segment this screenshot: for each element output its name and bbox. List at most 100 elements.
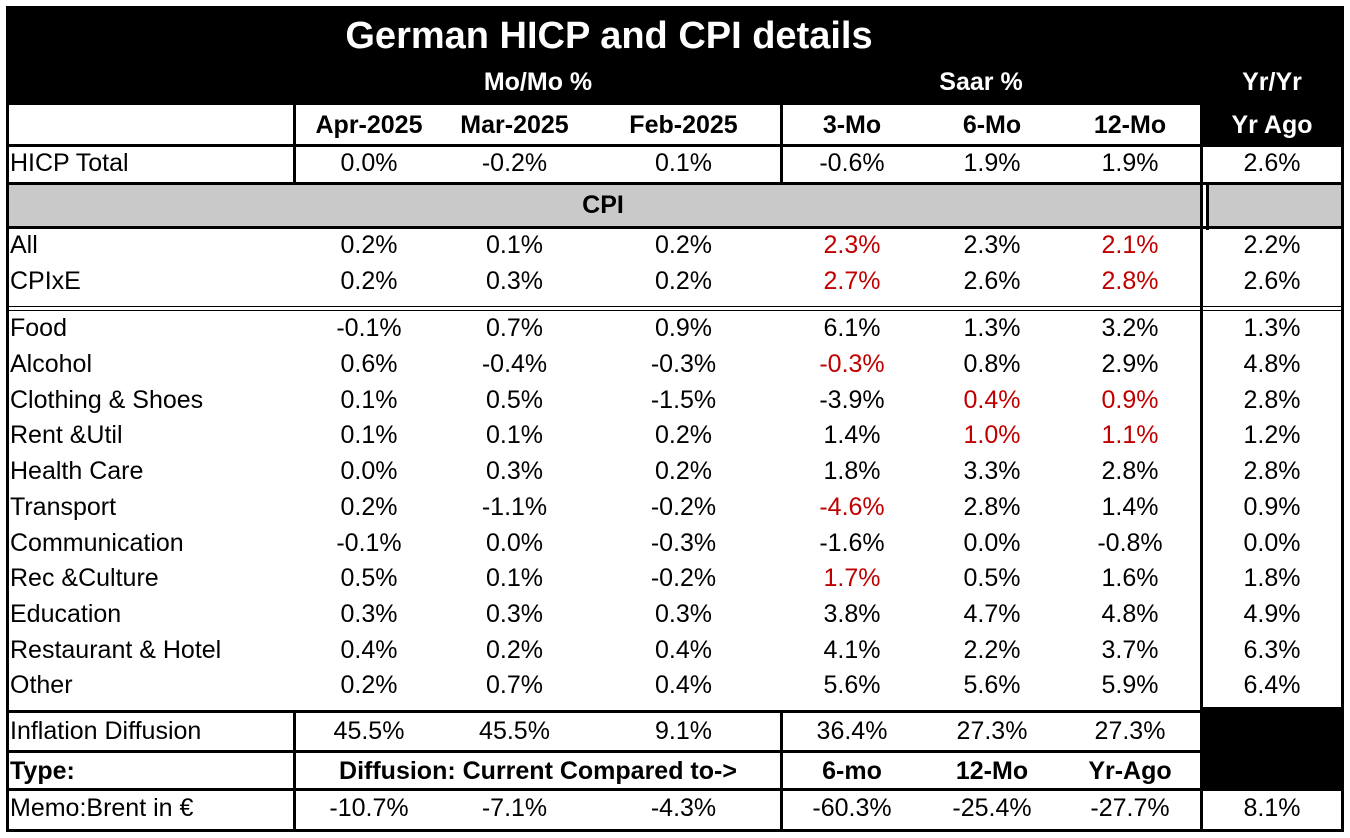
table-cell: 6.4%: [1243, 671, 1301, 700]
table-row-label: Food: [10, 314, 67, 343]
table-row-label: Education: [10, 599, 122, 628]
table-row-label: Transport: [10, 492, 117, 521]
type-compare-col: 6-mo: [822, 757, 882, 786]
column-header: 3-Mo: [822, 110, 882, 139]
divider: [6, 306, 1344, 307]
group-header-yryr: Yr/Yr: [1242, 67, 1302, 96]
table-cell: 0.2%: [340, 492, 398, 521]
table-cell: 0.3%: [655, 599, 712, 628]
table-cell: 1.7%: [823, 564, 881, 593]
table-cell: 0.9%: [1243, 492, 1301, 521]
table-cell: -60.3%: [812, 794, 892, 823]
table-cell: -4.6%: [819, 492, 885, 521]
table-cell: 36.4%: [816, 717, 888, 746]
table-cell: 0.4%: [655, 635, 712, 664]
table-cell: 0.0%: [340, 149, 398, 178]
table-cell: 0.1%: [486, 564, 543, 593]
divider: [293, 105, 296, 185]
diffusion-yryr-blank: [1200, 707, 1344, 789]
table-cell: -0.3%: [650, 528, 717, 557]
table-row-label: Rec &Culture: [10, 564, 159, 593]
divider: [1341, 105, 1344, 831]
column-header: Feb-2025: [629, 110, 738, 139]
table-cell: 27.3%: [956, 717, 1028, 746]
table-cell: -7.1%: [481, 794, 548, 823]
table-cell: 2.3%: [963, 231, 1021, 260]
table-cell: 0.1%: [340, 385, 398, 414]
table-cell: 4.8%: [1243, 350, 1301, 379]
table-cell: 2.7%: [823, 267, 881, 296]
table-cell: 0.2%: [486, 635, 543, 664]
table-cell: 0.4%: [340, 635, 398, 664]
table-cell: 0.8%: [963, 350, 1021, 379]
table-cell: -1.6%: [819, 528, 885, 557]
divider: [6, 144, 1344, 147]
table-cell: 0.0%: [963, 528, 1021, 557]
table-cell: 2.2%: [963, 635, 1021, 664]
table-cell: -0.3%: [650, 350, 717, 379]
table-cell: 0.0%: [340, 457, 398, 486]
table-cell: 45.5%: [479, 717, 550, 746]
table-cell: -25.4%: [952, 794, 1032, 823]
table-cell: 6.1%: [823, 314, 881, 343]
table-cell: 3.8%: [823, 599, 881, 628]
column-header: Apr-2025: [315, 110, 423, 139]
hicp-cpi-table: German HICP and CPI details Mo/Mo % Saar…: [6, 6, 1344, 832]
table-cell: 0.5%: [486, 385, 543, 414]
table-cell: -0.4%: [481, 350, 548, 379]
table-row-label: Restaurant & Hotel: [10, 635, 222, 664]
group-header-saar: Saar %: [939, 67, 1023, 96]
divider: [1206, 182, 1209, 230]
table-cell: 2.8%: [963, 492, 1021, 521]
table-cell: 1.1%: [1101, 421, 1159, 450]
table-cell: 0.2%: [655, 421, 712, 450]
table-cell: 0.5%: [963, 564, 1021, 593]
table-row-label: Other: [10, 671, 73, 700]
table-row-label: All: [10, 231, 38, 260]
column-header: 12-Mo: [1093, 110, 1167, 139]
table-cell: 0.2%: [340, 267, 398, 296]
table-cell: 1.6%: [1101, 564, 1159, 593]
table-cell: 0.7%: [486, 314, 543, 343]
table-cell: 1.8%: [823, 457, 881, 486]
table-cell: -10.7%: [329, 794, 409, 823]
table-cell: 0.0%: [1243, 528, 1301, 557]
table-cell: -1.1%: [481, 492, 548, 521]
table-cell: 2.2%: [1243, 231, 1301, 260]
table-cell: 2.6%: [1243, 149, 1301, 178]
table-cell: 0.2%: [340, 231, 398, 260]
column-header: Mar-2025: [460, 110, 569, 139]
table-cell: 0.1%: [486, 421, 543, 450]
table-row-label: Alcohol: [10, 350, 92, 379]
table-cell: -0.6%: [819, 149, 885, 178]
table-cell: 2.6%: [963, 267, 1021, 296]
group-header-momo: Mo/Mo %: [483, 67, 593, 96]
table-cell: 2.1%: [1101, 231, 1159, 260]
cpi-section-band: [6, 184, 1200, 226]
table-cell: 1.3%: [963, 314, 1021, 343]
table-cell: 0.1%: [655, 149, 712, 178]
table-cell: 1.9%: [963, 149, 1021, 178]
table-row-label: Clothing & Shoes: [10, 385, 204, 414]
divider: [1200, 105, 1203, 831]
table-cell: -27.7%: [1090, 794, 1170, 823]
table-cell: 0.2%: [655, 231, 712, 260]
table-cell: 0.4%: [963, 385, 1021, 414]
type-compare-col: 12-Mo: [955, 757, 1029, 786]
page-title: German HICP and CPI details: [345, 15, 873, 57]
divider: [6, 788, 1344, 791]
divider: [780, 105, 783, 185]
memo-row-label: Memo:Brent in €: [10, 794, 194, 823]
table-cell: 0.3%: [486, 267, 543, 296]
divider: [6, 105, 9, 831]
table-cell: -0.2%: [481, 149, 548, 178]
table-cell: 2.9%: [1101, 350, 1159, 379]
divider: [6, 710, 1344, 713]
table-cell: 9.1%: [655, 717, 712, 746]
table-cell: -3.9%: [819, 385, 885, 414]
cpi-section-band-yryr: [1206, 184, 1344, 226]
table-cell: -0.2%: [650, 492, 717, 521]
table-cell: 1.4%: [823, 421, 881, 450]
table-cell: 0.3%: [486, 457, 543, 486]
table-cell: 6.3%: [1243, 635, 1301, 664]
